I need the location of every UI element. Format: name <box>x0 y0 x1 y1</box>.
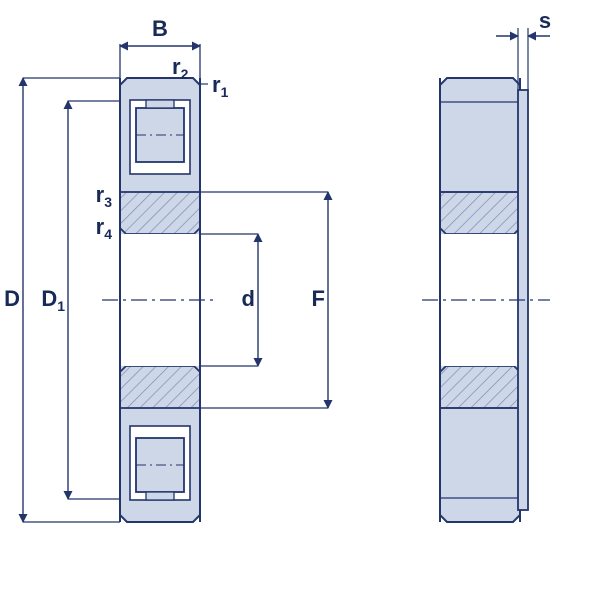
label-r4: r4 <box>96 214 113 242</box>
svg-text:D1: D1 <box>41 286 65 314</box>
label-r3: r3 <box>96 182 113 210</box>
label-r1: r1 <box>212 72 229 100</box>
svg-text:d: d <box>242 286 255 311</box>
bearing-diagram: D D1 d F Bs r1 r2 r3 r4 <box>0 0 600 600</box>
svg-text:D: D <box>4 286 20 311</box>
label-s: s <box>539 8 551 33</box>
svg-text:B: B <box>152 16 168 41</box>
label-r2: r2 <box>172 54 189 82</box>
svg-text:F: F <box>312 286 325 311</box>
inner-ring-bot <box>120 366 200 408</box>
inner-ring-top <box>120 192 200 234</box>
